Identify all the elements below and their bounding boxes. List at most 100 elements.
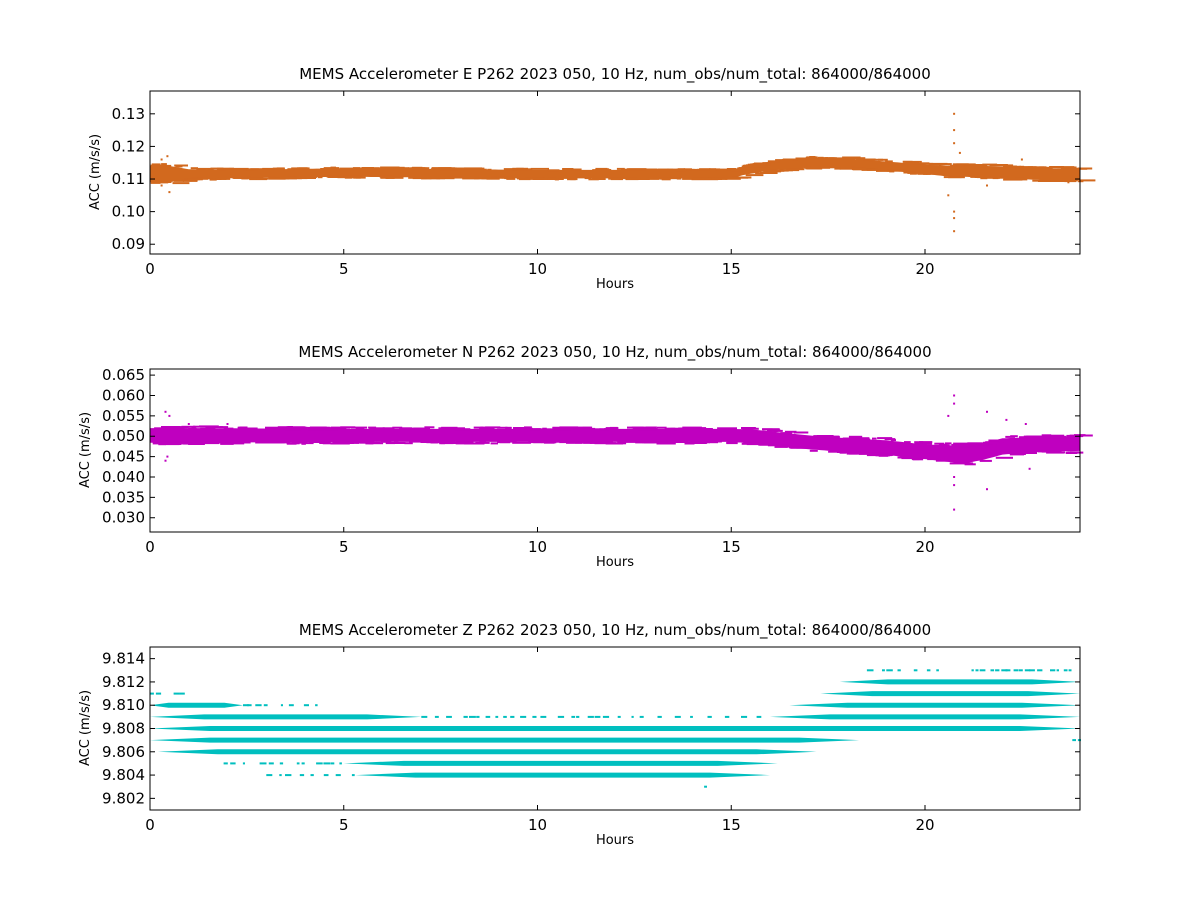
data-point xyxy=(882,454,892,457)
data-point xyxy=(557,715,565,718)
data-point xyxy=(617,715,621,718)
data-point xyxy=(935,459,954,462)
data-point xyxy=(779,444,788,447)
data-point xyxy=(357,440,365,443)
data-point xyxy=(667,427,679,430)
data-point xyxy=(269,177,286,180)
y-tick-label: 0.060 xyxy=(102,386,145,404)
data-point xyxy=(964,463,976,466)
data-point xyxy=(592,178,606,180)
data-point xyxy=(430,168,436,171)
data-point xyxy=(497,441,511,444)
data-point xyxy=(708,440,722,443)
data-point xyxy=(552,426,570,429)
data-point xyxy=(166,155,169,158)
data-point xyxy=(566,441,582,444)
data-point xyxy=(150,692,154,695)
data-point xyxy=(322,442,334,445)
data-point xyxy=(266,774,273,777)
data-point xyxy=(988,439,1004,442)
plot-area-east: 0 5 10 15 20 0.09 0.10 0.11 0.12 0.13 xyxy=(112,90,1096,278)
data-point xyxy=(910,162,926,165)
data-point xyxy=(554,178,559,181)
data-level-segment xyxy=(343,760,778,766)
data-point xyxy=(906,171,916,174)
data-point xyxy=(986,410,988,413)
data-point xyxy=(848,437,861,440)
data-point xyxy=(179,692,185,695)
data-point xyxy=(986,488,988,491)
data-point xyxy=(995,456,1013,459)
data-point xyxy=(255,704,262,707)
data-point xyxy=(323,774,329,777)
data-point xyxy=(760,172,778,174)
data-point xyxy=(582,426,591,429)
subplot-north: MEMS Accelerometer N P262 2023 050, 10 H… xyxy=(78,343,1093,570)
data-point xyxy=(953,129,956,132)
data-point xyxy=(1039,178,1049,181)
data-point xyxy=(503,715,507,718)
data-point xyxy=(904,456,921,459)
data-point xyxy=(832,166,851,168)
data-point xyxy=(473,426,484,429)
data-point xyxy=(784,430,797,433)
data-point xyxy=(340,426,356,429)
data-point xyxy=(324,441,331,443)
data-point xyxy=(1018,669,1023,672)
data-point xyxy=(690,715,693,718)
data-point xyxy=(693,177,712,180)
data-point xyxy=(388,442,406,444)
data-point xyxy=(1071,435,1074,438)
data-point xyxy=(462,177,481,180)
y-tick-label: 9.806 xyxy=(102,743,145,761)
data-band-north xyxy=(150,428,1080,464)
data-point xyxy=(411,440,422,443)
data-point xyxy=(953,217,956,220)
data-point xyxy=(957,444,976,447)
data-point xyxy=(440,176,445,179)
data-point xyxy=(399,427,413,430)
data-point xyxy=(182,179,198,182)
data-level-segment xyxy=(157,749,817,755)
data-point xyxy=(1060,166,1077,169)
data-outliers-east xyxy=(160,112,1070,233)
y-tick-label: 9.808 xyxy=(102,720,145,738)
data-point xyxy=(1065,452,1078,454)
data-point xyxy=(1049,166,1064,168)
data-point xyxy=(445,427,451,430)
data-point xyxy=(726,440,744,443)
data-point xyxy=(926,172,945,175)
data-point xyxy=(280,704,283,707)
data-point xyxy=(420,441,439,443)
data-point xyxy=(303,442,314,445)
data-point xyxy=(230,762,236,765)
data-point xyxy=(658,168,670,171)
data-level-segment xyxy=(839,679,1080,685)
data-point xyxy=(532,715,537,718)
data-point xyxy=(1001,669,1008,672)
data-point xyxy=(173,179,184,182)
data-point xyxy=(210,167,224,170)
y-tick-label: 0.050 xyxy=(102,427,145,445)
data-point xyxy=(945,444,950,447)
y-tick-label: 0.030 xyxy=(102,509,145,527)
data-point xyxy=(265,426,284,429)
xlabel-north: Hours xyxy=(596,555,634,570)
data-point xyxy=(869,454,880,456)
data-point xyxy=(188,427,197,430)
data-point xyxy=(574,441,594,444)
data-point xyxy=(1005,418,1008,421)
data-point xyxy=(756,715,762,718)
data-point xyxy=(430,440,447,443)
data-level-vertical-10 xyxy=(704,785,707,788)
data-point xyxy=(953,476,956,478)
data-point xyxy=(539,440,551,443)
data-point xyxy=(472,442,483,445)
data-point xyxy=(975,669,979,672)
data-point xyxy=(762,428,773,431)
data-point xyxy=(910,172,917,175)
data-marks-east xyxy=(150,112,1096,233)
data-point xyxy=(568,168,582,171)
data-level-segment xyxy=(150,714,422,720)
data-point xyxy=(158,443,166,446)
